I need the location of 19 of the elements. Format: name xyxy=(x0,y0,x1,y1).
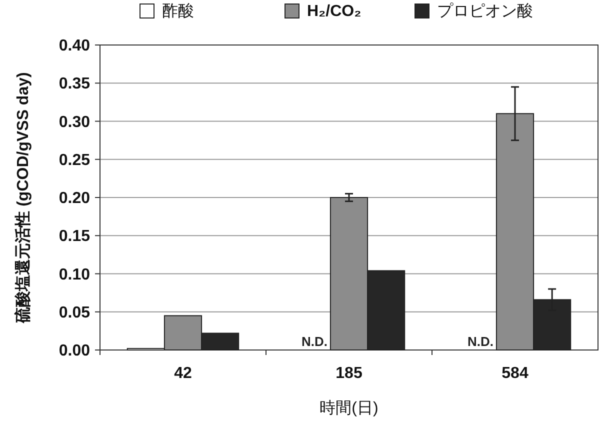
x-tick-label: 584 xyxy=(502,365,528,382)
legend-label: H₂/CO₂ xyxy=(307,3,362,20)
y-tick-label: 0.25 xyxy=(58,152,90,169)
annotation: N.D. xyxy=(301,334,328,349)
legend-label: プロピオン酸 xyxy=(437,2,533,20)
x-axis-title: 時間(日) xyxy=(320,399,378,417)
y-tick-label: 0.20 xyxy=(58,190,90,208)
y-tick-label: 0.05 xyxy=(58,304,90,322)
legend-label: 酢酸 xyxy=(162,2,194,20)
y-axis-title: 硫酸塩還元活性 (gCOD/gVSS day) xyxy=(14,72,32,324)
x-tick-label: 185 xyxy=(336,365,362,382)
y-tick-label: 0.35 xyxy=(58,76,90,93)
y-tick-label: 0.40 xyxy=(58,38,90,55)
y-tick-label: 0.30 xyxy=(58,114,90,131)
y-tick-label: 0.00 xyxy=(58,342,90,360)
annotation: N.D. xyxy=(467,334,494,349)
x-tick-label: 42 xyxy=(174,365,192,382)
y-tick-label: 0.15 xyxy=(58,228,90,246)
y-tick-label: 0.10 xyxy=(58,266,90,284)
